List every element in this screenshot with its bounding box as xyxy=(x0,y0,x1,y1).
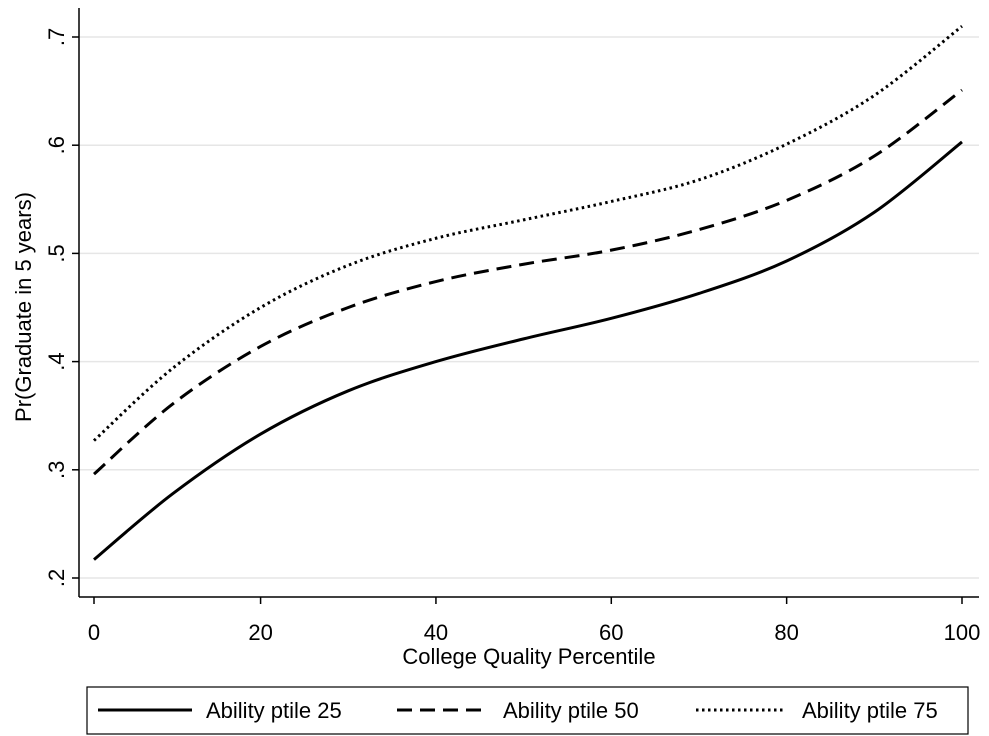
series-line-3 xyxy=(92,25,963,442)
x-tick-label: 0 xyxy=(88,620,100,645)
x-axis-label: College Quality Percentile xyxy=(402,644,655,669)
grid-lines xyxy=(79,36,979,579)
series-line-1 xyxy=(93,140,963,561)
y-tick-label: .3 xyxy=(44,461,69,479)
x-tick-label: 20 xyxy=(248,620,272,645)
legend-box xyxy=(86,686,969,735)
legend-label-1: Ability ptile 25 xyxy=(206,698,342,723)
x-tick-label: 80 xyxy=(774,620,798,645)
y-axis-label: Pr(Graduate in 5 years) xyxy=(11,192,36,422)
tick-labels: 0 20 40 60 80 100 .2 .3 .4 .5 .6 .7 xyxy=(44,28,980,645)
x-tick-label: 60 xyxy=(599,620,623,645)
y-tick-label: .6 xyxy=(44,136,69,154)
y-tick-label: .4 xyxy=(44,352,69,370)
axes xyxy=(72,8,979,604)
legend-label-3: Ability ptile 75 xyxy=(802,698,938,723)
legend: Ability ptile 25 Ability ptile 50 Ability … xyxy=(86,686,969,735)
y-tick-label: .2 xyxy=(44,569,69,587)
legend-label-2: Ability ptile 50 xyxy=(503,698,639,723)
series-line-2 xyxy=(93,88,963,476)
y-tick-label: .5 xyxy=(44,244,69,262)
series-lines xyxy=(92,25,963,561)
y-tick-label: .7 xyxy=(44,28,69,46)
x-tick-label: 100 xyxy=(944,620,981,645)
x-tick-label: 40 xyxy=(424,620,448,645)
